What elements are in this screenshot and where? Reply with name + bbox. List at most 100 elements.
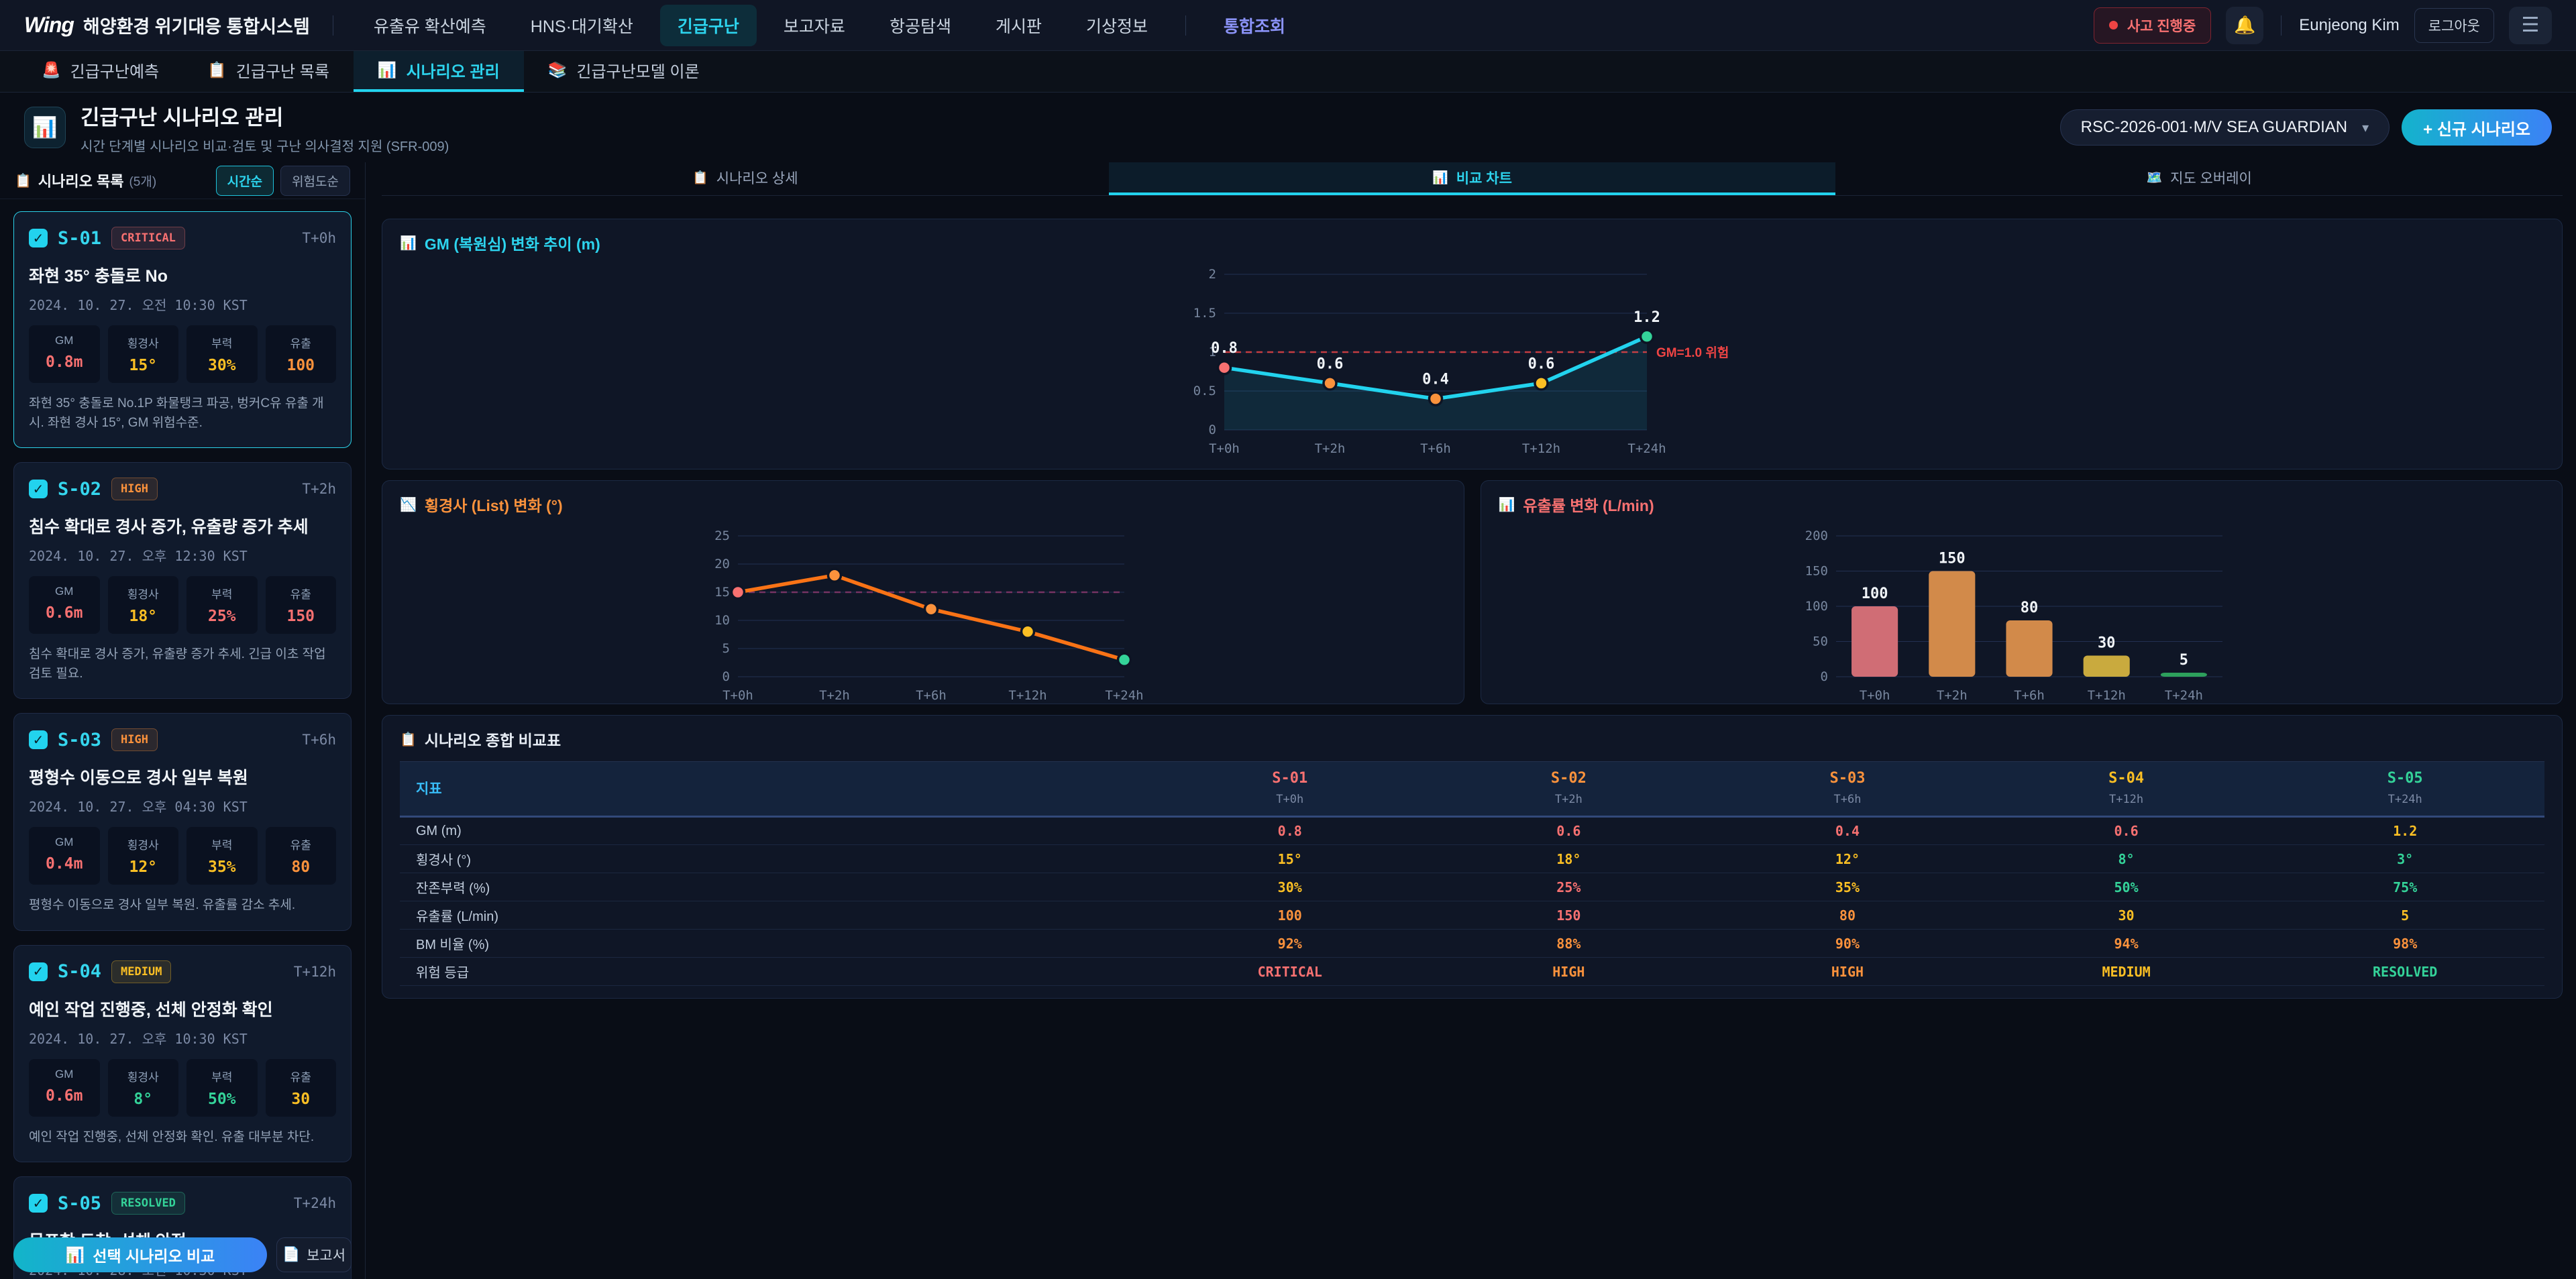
table-header-time-offset: T+6h	[1833, 793, 1862, 806]
svg-text:200: 200	[1805, 529, 1828, 543]
table-cell: 8°	[1986, 844, 2266, 873]
table-cell: 1.2	[2265, 816, 2544, 845]
stat-value: 0.6m	[46, 604, 83, 622]
hamburger-menu-button[interactable]: ☰	[2509, 6, 2552, 44]
sidebar-header: 📋 시나리오 목록 (5개) 시간순 위험도순	[0, 162, 365, 199]
nav-menu: 유출유 확산예측 HNS·대기확산 긴급구난 보고자료 항공탐색 게시판 기상정보 통합조회	[356, 4, 2094, 46]
nav-item-emergency-rescue[interactable]: 긴급구난	[659, 4, 757, 46]
svg-text:1.5: 1.5	[1193, 306, 1216, 321]
chart-title-text: 유출률 변화 (L/min)	[1523, 497, 1654, 514]
report-button[interactable]: 📄 보고서	[276, 1237, 352, 1272]
stat-box: 횡경사 15°	[107, 325, 178, 383]
scenario-card-S-04[interactable]: ✓ S-04 MEDIUM T+12h 예인 작업 진행중, 선체 안정화 확인 2024…	[13, 944, 352, 1162]
svg-text:30: 30	[2098, 635, 2116, 652]
main-tab-scenario-detail[interactable]: 📋 시나리오 상세	[382, 162, 1109, 195]
table-header-row: 지표 S-01 T+0h S-02 T+2h S-03 T+6h S-04 T+12h S-05 T…	[400, 761, 2544, 818]
rescue-model-theory-icon: 📚	[547, 61, 568, 78]
nav-item-weather[interactable]: 기상정보	[1085, 17, 1148, 36]
nav-item-spill-prediction[interactable]: 유출유 확산예측	[373, 17, 486, 36]
nav-item-aerial-search[interactable]: 항공탐색	[889, 17, 951, 36]
main-panel: 📋 시나리오 상세 📊 비교 차트 🗺️ 지도 오버레이 📊 GM (복원심) 변화 추이 …	[366, 162, 2576, 1279]
stat-value: 8°	[133, 1090, 153, 1108]
svg-text:0: 0	[1821, 669, 1828, 684]
stat-value: 25%	[207, 608, 236, 625]
subnav-tab-rescue-prediction[interactable]: 🚨 긴급구난예측	[17, 51, 183, 92]
main-tab-map-overlay[interactable]: 🗺️ 지도 오버레이	[1835, 162, 2563, 195]
table-header-scenario-id: S-01	[1272, 770, 1308, 787]
subnav-tab-rescue-model-theory[interactable]: 📚 긴급구난모델 이론	[524, 51, 724, 92]
sidebar-title: 시나리오 목록	[38, 173, 124, 190]
scenario-card-S-03[interactable]: ✓ S-03 HIGH T+6h 평형수 이동으로 경사 일부 복원 2024. 10. …	[13, 713, 352, 931]
stat-label: 유출	[290, 1070, 311, 1084]
scenario-description: 평형수 이동으로 경사 일부 복원. 유출률 감소 추세.	[29, 898, 296, 912]
compare-chart-icon: 📊	[1432, 170, 1448, 185]
table-cell: 0.6	[1429, 816, 1709, 845]
scenario-stats: GM 0.6m 횡경사 18° 부력 25% 유출 150	[29, 576, 336, 634]
scenario-id: S-05	[58, 1192, 102, 1214]
scenario-stats: GM 0.8m 횡경사 15° 부력 30% 유출 100	[29, 325, 336, 383]
scenario-card-S-01[interactable]: ✓ S-01 CRITICAL T+0h 좌현 35° 충돌로 No 2024. 10. …	[13, 211, 352, 448]
page-title: 긴급구난 시나리오 관리	[80, 105, 284, 129]
table-header-time-offset: T+12h	[2108, 793, 2144, 806]
list-angle-svg: 0 5 10 15 20 25 T+0h T+2h T+6h T+12h T+24h	[714, 529, 1143, 703]
chart-icon: 📊	[32, 116, 58, 139]
table-title-text: 시나리오 종합 비교표	[424, 732, 561, 749]
clipboard-icon: 📋	[15, 173, 32, 188]
table-header-S-05: S-05 T+24h	[2265, 761, 2544, 818]
scenario-datetime: 2024. 10. 27. 오후 12:30 KST	[29, 548, 248, 564]
new-scenario-button[interactable]: + 신규 시나리오	[2402, 109, 2552, 146]
svg-text:T+2h: T+2h	[1937, 688, 1968, 703]
checkbox-checked-icon[interactable]: ✓	[29, 480, 48, 498]
scenario-time-offset: T+24h	[293, 1195, 336, 1211]
vessel-selector-dropdown[interactable]: RSC-2026-001·M/V SEA GUARDIAN ▾	[2059, 109, 2390, 146]
chevron-down-icon: ▾	[2362, 120, 2369, 135]
svg-text:0.4: 0.4	[1422, 372, 1449, 388]
table-cell: 100	[1150, 901, 1430, 930]
table-cell: 0.6	[1986, 816, 2266, 845]
stat-value: 0.8m	[46, 353, 83, 371]
svg-text:0.5: 0.5	[1193, 384, 1216, 398]
checkbox-checked-icon[interactable]: ✓	[29, 1194, 48, 1213]
clipboard-icon: 📋	[400, 732, 417, 747]
sort-by-risk-button[interactable]: 위험도순	[280, 165, 350, 196]
vessel-selector-value: RSC-2026-001·M/V SEA GUARDIAN	[2080, 118, 2348, 136]
list-angle-panel: 📉 횡경사 (List) 변화 (°) 0 5 10 15 20 25 T+0h T+2h T+6…	[382, 480, 1464, 704]
nav-item-reports[interactable]: 보고자료	[783, 17, 845, 36]
hamburger-icon: ☰	[2521, 14, 2540, 36]
main-tab-label: 시나리오 상세	[716, 170, 798, 186]
notifications-button[interactable]: 🔔	[2226, 6, 2264, 44]
main-tab-compare-chart[interactable]: 📊 비교 차트	[1108, 162, 1836, 195]
scenario-card-header: ✓ S-05 RESOLVED T+24h	[29, 1192, 336, 1215]
stat-label: 횡경사	[127, 839, 159, 852]
sort-by-time-button[interactable]: 시간순	[215, 165, 274, 196]
stat-label: 유출	[290, 588, 311, 601]
app-title: 해양환경 위기대응 통합시스템	[83, 17, 310, 37]
scenario-id: S-02	[58, 478, 102, 500]
gm-trend-title: 📊 GM (복원심) 변화 추이 (m)	[400, 231, 2544, 254]
table-row-label: BM 비율 (%)	[400, 929, 1150, 958]
table-cell: 30%	[1150, 873, 1430, 901]
spill-rate-chart: 0 50 100 150 200 T+0h T+2h T+6h T+12h T+24h 100 150…	[1499, 516, 2545, 706]
gm-trend-title-icon: 📊	[400, 235, 417, 251]
table-row: 잔존부력 (%) 30% 25% 35% 50% 75%	[400, 873, 2544, 901]
subnav-tab-rescue-list[interactable]: 📋 긴급구난 목록	[183, 51, 354, 92]
nav-item-integrated-search[interactable]: 통합조회	[1223, 17, 1285, 36]
subnav-tab-scenario-management[interactable]: 📊 시나리오 관리	[353, 51, 524, 92]
checkbox-checked-icon[interactable]: ✓	[29, 229, 48, 247]
svg-text:T+24h: T+24h	[1105, 688, 1143, 703]
svg-text:10: 10	[714, 613, 730, 628]
table-cell: 50%	[1986, 873, 2266, 901]
svg-text:0.6: 0.6	[1527, 355, 1554, 372]
scenario-time-offset: T+0h	[302, 230, 336, 246]
page-title-block: 긴급구난 시나리오 관리 시간 단계별 시나리오 비교·검토 및 구난 의사결정…	[80, 101, 449, 155]
scenario-id: S-03	[58, 729, 102, 750]
nav-item-board[interactable]: 게시판	[995, 17, 1042, 36]
logout-button[interactable]: 로그아웃	[2414, 7, 2494, 43]
svg-text:T+0h: T+0h	[1209, 441, 1240, 456]
nav-item-hns-dispersion[interactable]: HNS·대기확산	[530, 17, 633, 36]
compare-scenarios-button[interactable]: 📊 선택 시나리오 비교	[13, 1237, 267, 1272]
page-icon-box: 📊	[24, 107, 66, 148]
scenario-card-S-02[interactable]: ✓ S-02 HIGH T+2h 침수 확대로 경사 증가, 유출량 증가 추세 2024…	[13, 462, 352, 699]
checkbox-checked-icon[interactable]: ✓	[29, 962, 48, 981]
checkbox-checked-icon[interactable]: ✓	[29, 730, 48, 749]
